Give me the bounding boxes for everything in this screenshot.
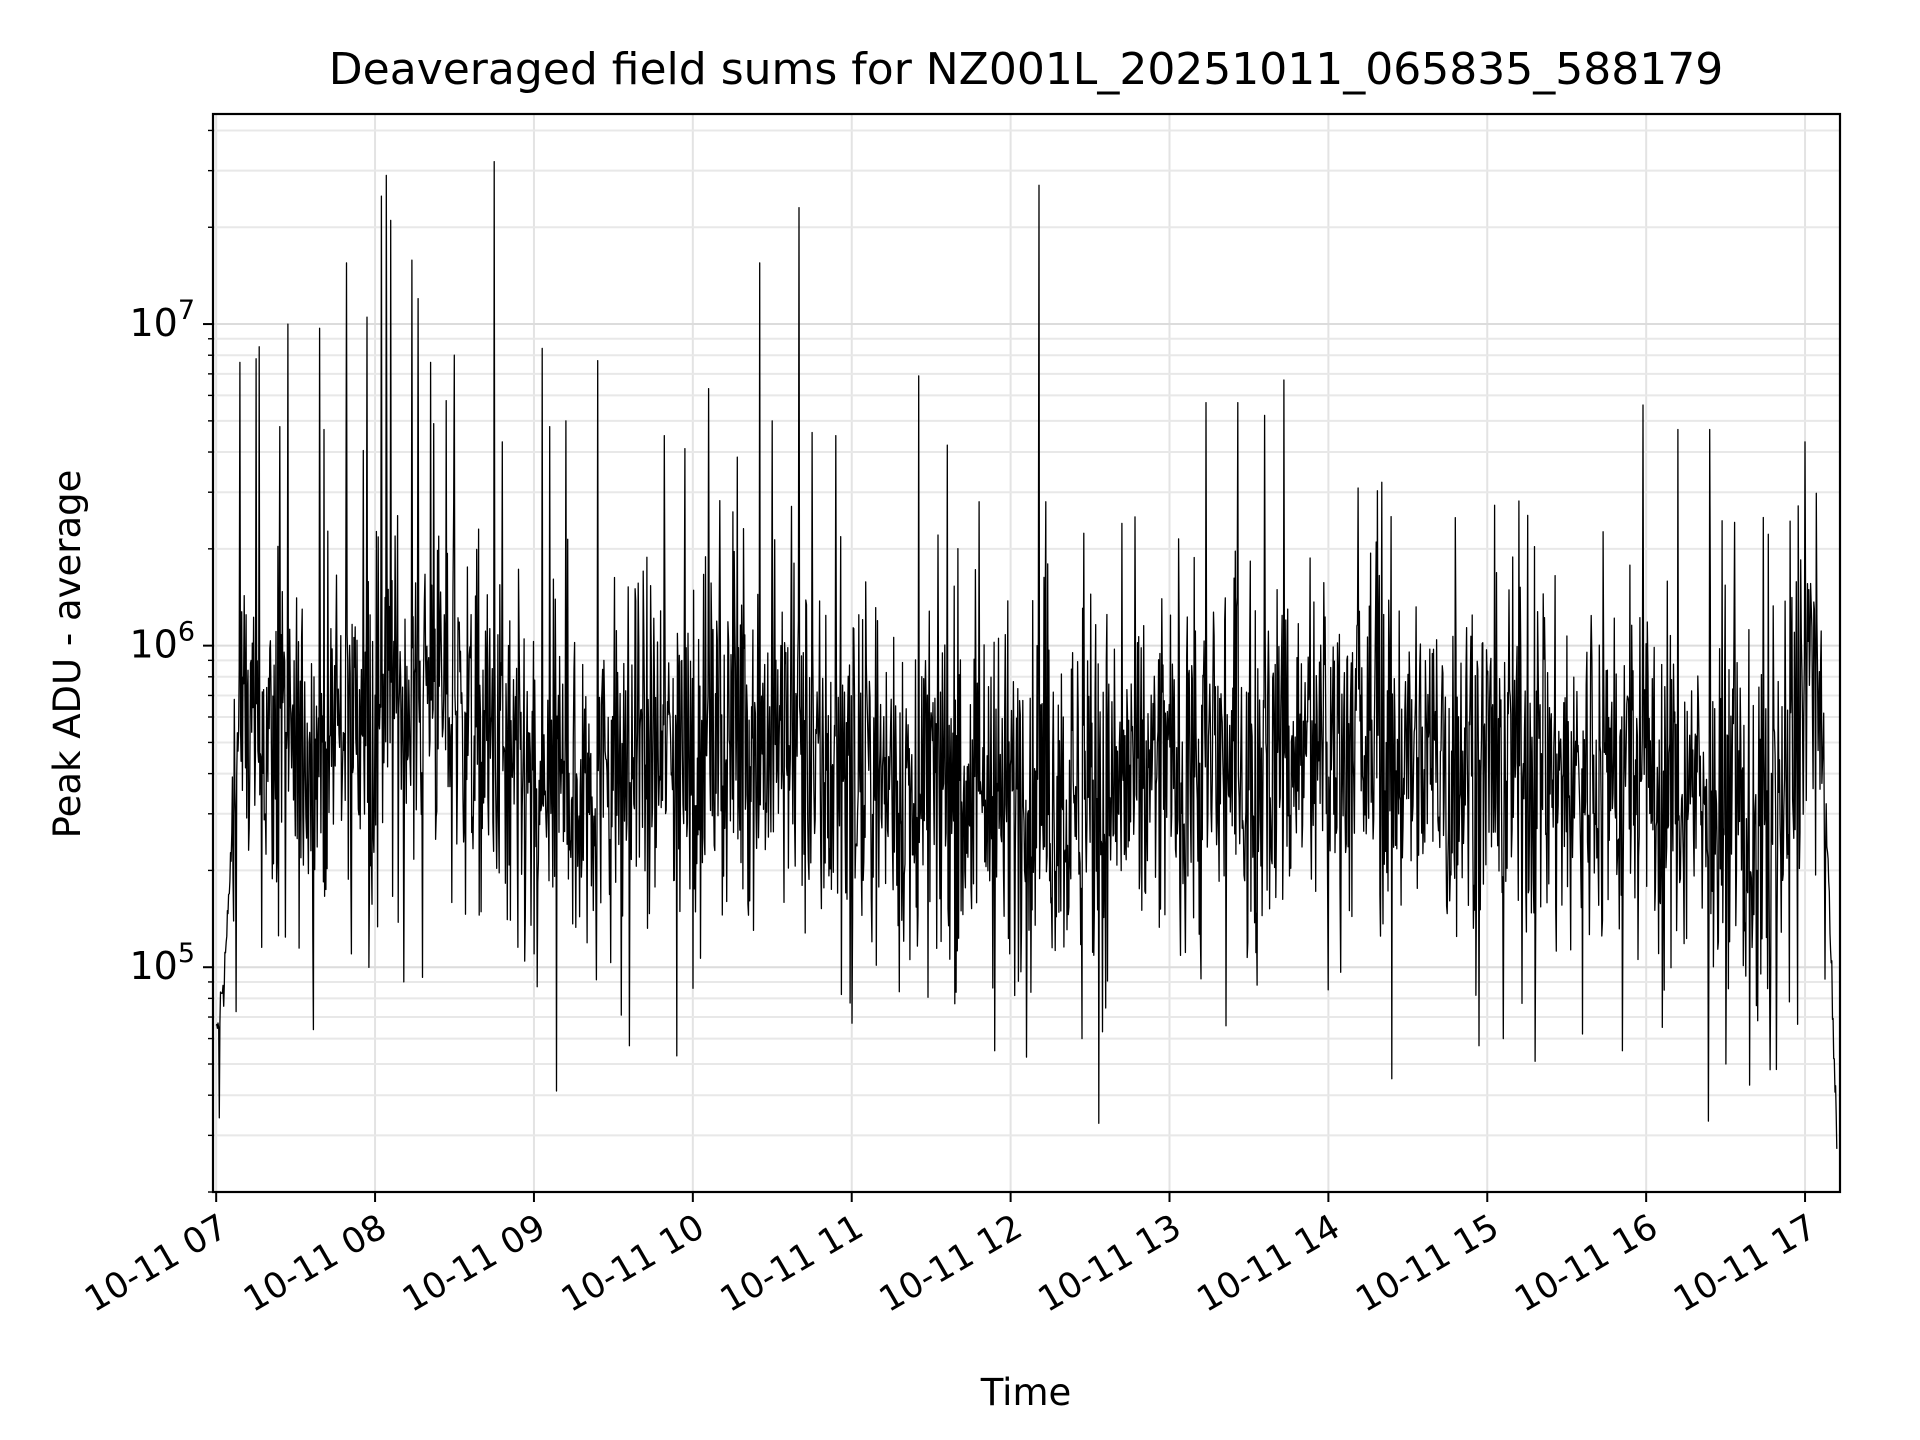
x-axis-label: Time bbox=[980, 1371, 1072, 1414]
plot-frame bbox=[211, 112, 1842, 1194]
y-tick-label: 105 bbox=[129, 938, 195, 988]
y-axis: 105 106 107 bbox=[129, 129, 213, 1193]
chart-title: Deaveraged field sums for NZ001L_2025101… bbox=[329, 44, 1723, 95]
data-line-group bbox=[215, 160, 1838, 1149]
y-tick-label: 107 bbox=[129, 295, 195, 345]
y-axis-label: Peak ADU - average bbox=[46, 470, 89, 839]
y-tick-label: 106 bbox=[129, 617, 195, 667]
data-line bbox=[215, 160, 1838, 1149]
